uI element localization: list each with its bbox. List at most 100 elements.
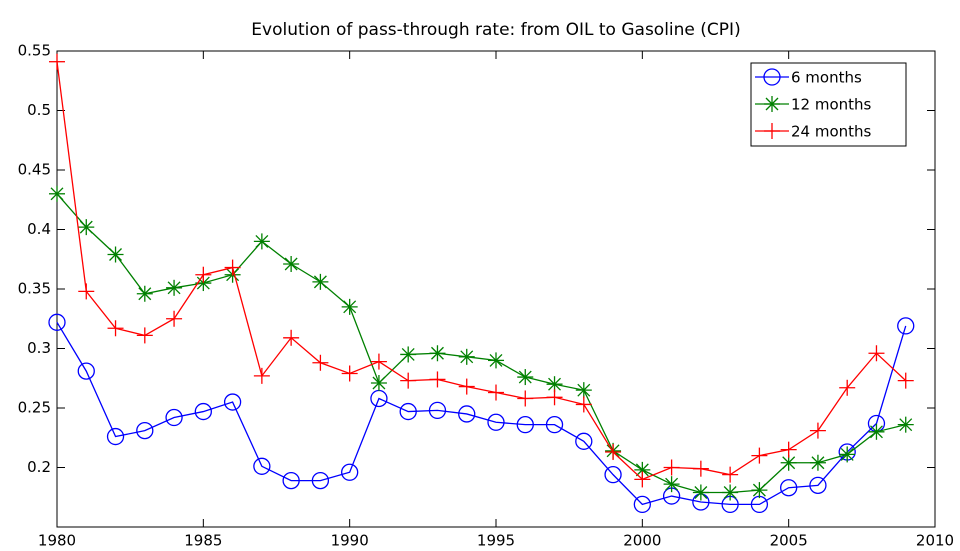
y-tick-label: 0.25 [18,399,51,417]
x-tick-label: 2005 [770,532,808,550]
data-point [341,298,358,315]
data-point [399,402,417,421]
marker-shape [311,471,330,490]
data-point [751,482,768,499]
marker-shape [343,300,357,314]
y-tick-label: 0.4 [27,220,51,238]
marker-shape [545,416,564,434]
marker-shape [870,425,883,439]
data-point [428,401,447,420]
legend-marker [764,96,780,112]
marker-shape [50,187,64,201]
marker-shape [77,362,95,380]
x-tick-label: 1990 [331,532,369,550]
marker-shape [575,432,593,450]
marker-shape [109,248,122,261]
marker-shape [752,483,766,497]
marker-shape [577,383,591,397]
marker-shape [723,486,737,499]
x-tick-label: 1980 [38,532,76,550]
data-point [545,416,564,434]
data-point [429,371,446,388]
data-point [253,367,270,384]
data-point [106,427,125,446]
marker-shape [106,427,125,446]
data-point [107,246,124,263]
data-point [195,266,212,283]
data-point [604,465,622,484]
legend-marker [764,123,780,139]
data-point [517,390,534,407]
y-tick-label: 0.5 [27,101,51,119]
marker-shape [282,471,300,490]
marker-shape [79,220,93,234]
data-point [48,313,66,331]
data-point [634,461,651,478]
data-point [312,273,329,290]
data-point [458,348,475,365]
data-point [809,476,827,495]
data-point [868,423,885,440]
legend-label: 24 months [791,123,872,141]
marker-shape [428,401,447,420]
data-point [165,408,183,427]
data-point [897,317,915,335]
marker-shape [548,377,561,391]
data-point [223,393,242,411]
marker-shape [48,313,66,331]
marker-shape [782,456,796,470]
data-point [49,185,65,202]
marker-shape [635,463,649,477]
data-point [605,444,622,461]
marker-shape [167,281,181,295]
data-point [488,384,504,401]
data-point [809,422,826,439]
data-point [429,345,446,362]
data-point [341,365,358,382]
chart-title: Evolution of pass-through rate: from OIL… [251,20,740,40]
marker-shape [194,402,212,421]
marker-shape [223,393,242,411]
data-point [809,454,826,471]
data-point [283,329,300,346]
data-point [897,416,914,433]
marker-shape [196,276,210,290]
data-point [634,471,651,488]
legend-marker [763,68,781,86]
y-tick-label: 0.35 [18,280,51,298]
data-point [282,471,300,490]
marker-shape [255,234,269,248]
data-point [166,310,183,327]
data-point [897,372,914,389]
data-point [341,463,359,481]
marker-shape [516,416,534,434]
marker-shape [136,421,154,440]
marker-shape [840,447,854,461]
data-point [780,479,798,497]
series-line [56,321,907,506]
data-point [780,441,797,458]
data-point [663,476,680,493]
data-point [517,369,534,386]
marker-shape [253,457,271,475]
data-point [78,219,95,236]
y-tick-label: 0.45 [18,161,51,179]
data-point [136,327,153,344]
marker-shape [811,456,825,470]
data-point [575,432,593,450]
marker-shape [694,486,708,499]
data-point [400,346,417,363]
data-point [692,460,709,477]
data-point [488,352,504,369]
data-point [663,459,680,476]
data-point [136,285,153,302]
legend-label: 12 months [791,96,872,114]
marker-shape [399,402,417,421]
marker-shape [401,347,415,361]
marker-shape [763,68,781,86]
marker-shape [809,476,827,495]
x-tick-label: 2010 [916,532,954,550]
data-point [575,382,592,399]
data-point [283,256,300,273]
